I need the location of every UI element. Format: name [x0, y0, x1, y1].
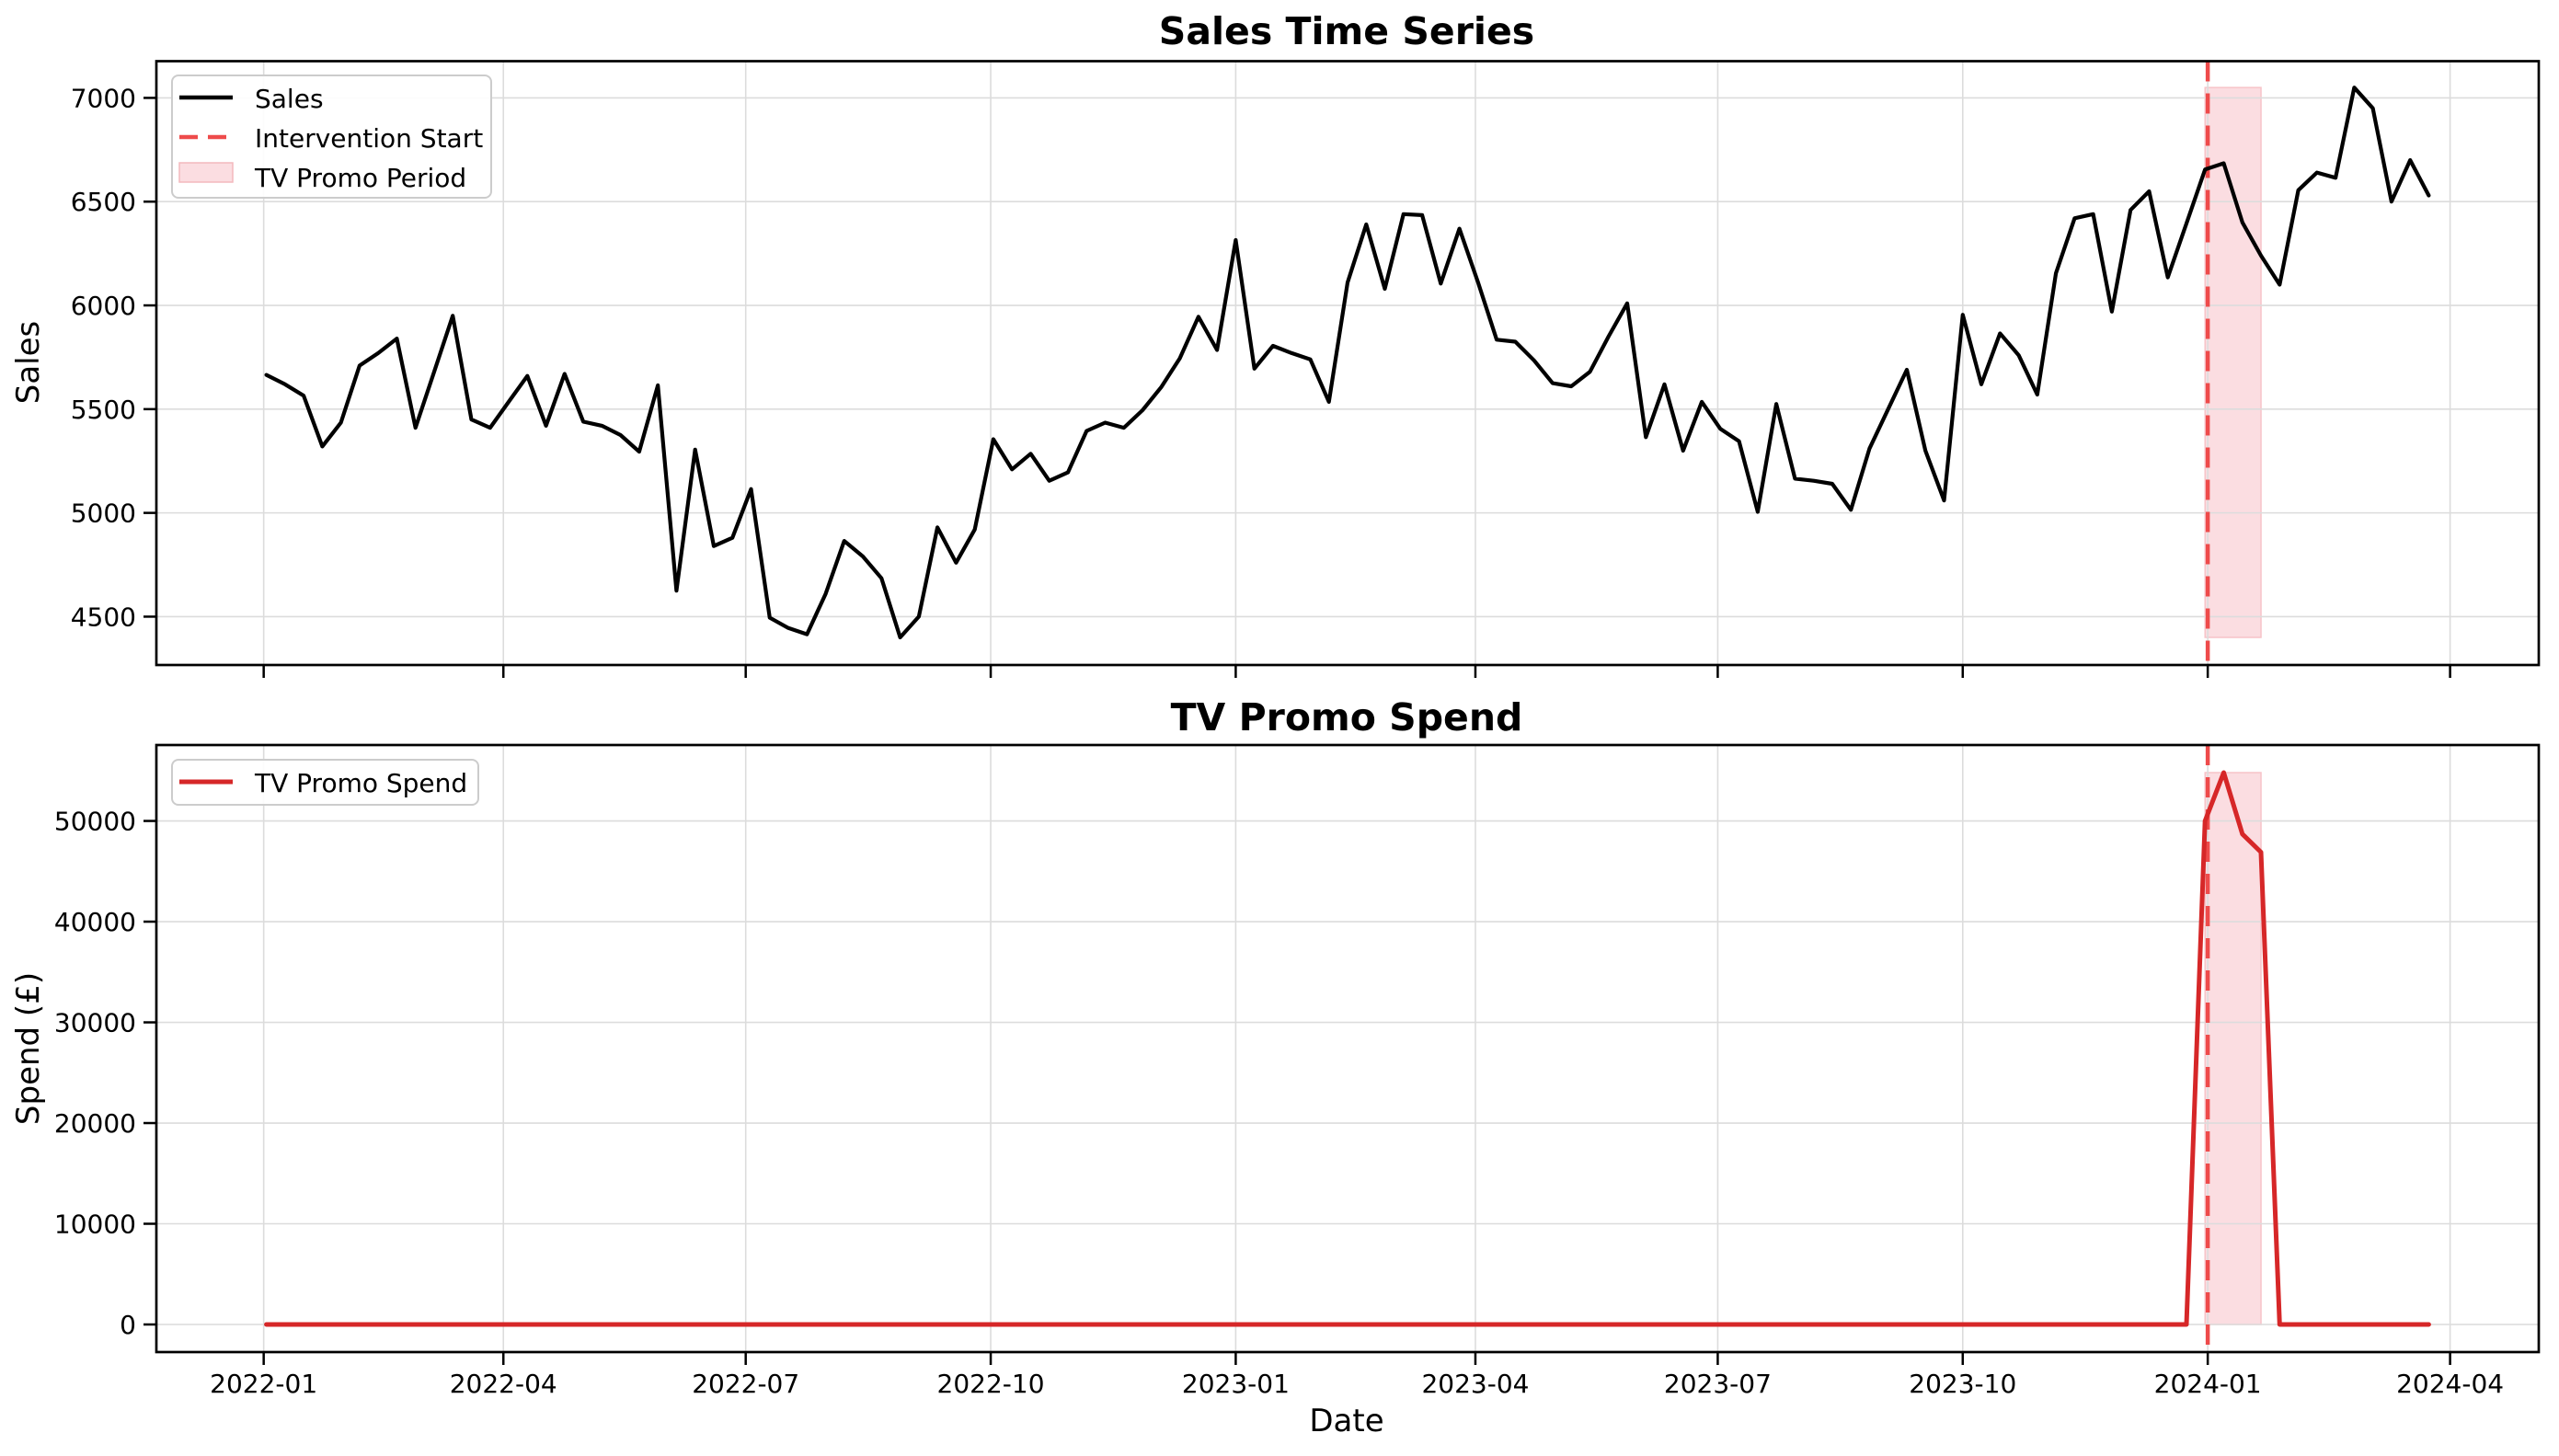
- y-tick-label: 30000: [54, 1008, 136, 1038]
- y-tick-label: 5000: [71, 499, 136, 529]
- y-tick-label: 10000: [54, 1210, 136, 1240]
- x-tick-label: 2023-10: [1909, 1369, 2016, 1399]
- x-tick-label: 2023-04: [1421, 1369, 1529, 1399]
- x-tick-label: 2022-07: [692, 1369, 799, 1399]
- y-tick-label: 5500: [71, 395, 136, 425]
- axes-frame: [155, 60, 2541, 667]
- x-tick-label: 2023-07: [1664, 1369, 1772, 1399]
- spend-chart-title: TV Promo Spend: [1171, 695, 1523, 739]
- x-tick-label: 2024-01: [2154, 1369, 2262, 1399]
- sales-series-line: [264, 86, 2431, 640]
- y-tick-label: 4500: [71, 602, 136, 632]
- legend-frame: [171, 75, 492, 199]
- y-tick-label: 0: [120, 1310, 136, 1340]
- spend-series-line: [264, 770, 2431, 1327]
- x-tick-label: 2023-01: [1182, 1369, 1290, 1399]
- tv-promo-period-band: [2204, 772, 2262, 1325]
- legend-label-promo-period: TV Promo Period: [254, 163, 466, 193]
- legend-frame: [171, 759, 479, 806]
- promo-band-sample-icon: [178, 162, 234, 183]
- sales-legend: Sales Intervention Start TV Promo Period: [171, 75, 492, 199]
- tv-promo-period-band: [2204, 86, 2262, 638]
- legend-label-sales: Sales: [255, 84, 324, 114]
- y-tick-label: 20000: [54, 1108, 136, 1139]
- y-tick-label: 7000: [71, 83, 136, 113]
- legend-label-spend: TV Promo Spend: [254, 768, 467, 798]
- spend-axes: 0 10000 20000 30000 40000 50000 2022-01 2022-04…: [54, 743, 2541, 1399]
- spend-y-axis-label: Spend (£): [10, 972, 47, 1125]
- legend-label-intervention: Intervention Start: [255, 123, 483, 154]
- sales-y-axis-label: Sales: [10, 321, 47, 405]
- y-tick-label: 50000: [54, 807, 136, 837]
- sales-axes: 4500 5000 5500 6000 6500 7000: [71, 60, 2541, 678]
- spend-legend: TV Promo Spend: [171, 759, 479, 806]
- x-tick-label: 2022-01: [210, 1369, 317, 1399]
- sales-chart-title: Sales Time Series: [1159, 9, 1534, 53]
- y-tick-label: 6500: [71, 187, 136, 217]
- x-axis-label: Date: [1309, 1403, 1383, 1439]
- x-tick-label: 2024-04: [2396, 1369, 2504, 1399]
- y-tick-label: 40000: [54, 907, 136, 937]
- x-tick-label: 2022-10: [937, 1369, 1045, 1399]
- y-tick-label: 6000: [71, 291, 136, 321]
- axes-frame: [155, 743, 2541, 1354]
- x-tick-label: 2022-04: [450, 1369, 557, 1399]
